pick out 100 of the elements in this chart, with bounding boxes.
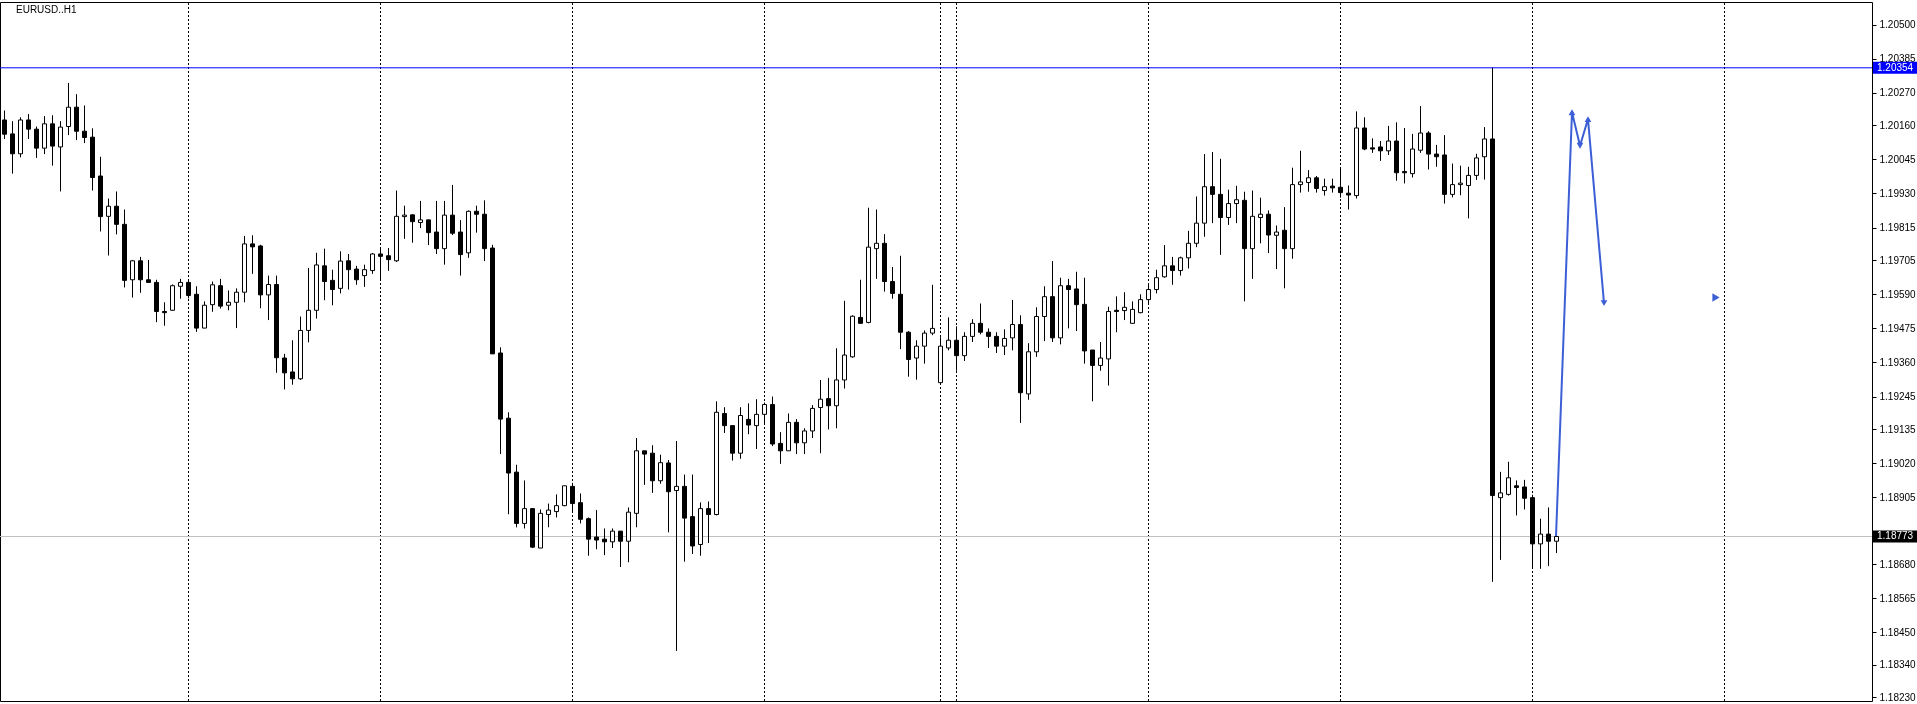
ref-line-label: 1.18773: [1877, 530, 1914, 542]
candlestick: [1546, 506, 1551, 567]
candlestick: [1090, 349, 1095, 402]
candlestick: [1290, 167, 1295, 260]
candlestick: [898, 255, 903, 350]
candlestick: [330, 269, 335, 306]
candlestick: [1034, 306, 1039, 358]
candlestick: [650, 444, 655, 494]
candlestick: [1042, 285, 1047, 342]
y-tick-label: 1.18905: [1879, 491, 1917, 503]
candlestick: [234, 287, 239, 329]
candlestick: [1202, 153, 1207, 238]
candlestick: [162, 301, 167, 327]
y-tick-label: 1.20160: [1879, 119, 1917, 131]
y-tick-label: 1.19475: [1879, 322, 1917, 334]
candlestick: [1234, 185, 1239, 224]
candlestick: [818, 379, 823, 454]
candlestick: [698, 501, 703, 557]
candlestick: [466, 210, 471, 259]
candlestick: [778, 431, 783, 465]
y-tick-label: 1.19020: [1879, 457, 1917, 469]
point: [1600, 300, 1608, 307]
candlestick: [962, 331, 967, 362]
candlestick: [1122, 291, 1127, 321]
candlestick: [506, 411, 511, 515]
candlestick: [314, 252, 319, 320]
point: [1584, 116, 1592, 122]
candlestick: [1250, 190, 1255, 280]
candlestick: [1282, 206, 1287, 289]
candlestick: [1354, 110, 1359, 200]
candlestick: [98, 156, 103, 232]
candlestick: [306, 267, 311, 343]
candlestick: [1082, 277, 1087, 365]
candlestick: [1298, 150, 1303, 194]
candlestick: [1218, 158, 1223, 256]
point: [1712, 293, 1720, 302]
candlestick: [786, 412, 791, 452]
candlestick: [1266, 209, 1271, 254]
y-tick-label: 1.18680: [1879, 558, 1917, 570]
candlestick: [1482, 126, 1487, 181]
candlestick: [434, 200, 439, 255]
candlestick: [1226, 189, 1231, 226]
y-tick-label: 1.18340: [1879, 659, 1917, 671]
y-tick-label: 1.19930: [1879, 188, 1917, 199]
candlestick: [754, 398, 759, 450]
y-tick-label: 1.20500: [1879, 19, 1917, 31]
candlestick: [10, 120, 15, 175]
candlestick: [1498, 471, 1503, 561]
candlestick: [1442, 134, 1447, 205]
candlestick: [914, 339, 919, 381]
candlestick: [1010, 299, 1015, 351]
point: [1576, 142, 1584, 149]
y-tick-label: 1.19590: [1879, 288, 1917, 300]
candlestick: [906, 331, 911, 378]
candlestick: [1394, 121, 1399, 182]
candlestick: [482, 199, 487, 262]
candlestick: [602, 527, 607, 556]
candlestick: [826, 377, 831, 430]
candlestick: [794, 418, 799, 455]
y-tick-label: 1.20270: [1879, 87, 1917, 99]
candlestick: [890, 266, 895, 300]
y-tick-label: 1.19705: [1879, 254, 1917, 266]
chart-title: EURUSD..H1: [16, 4, 77, 15]
candlestick: [1402, 127, 1407, 184]
candlestick: [322, 248, 327, 301]
candlestick: [1114, 295, 1119, 333]
candlestick: [674, 440, 679, 652]
candlestick: [642, 450, 647, 486]
candlestick: [1074, 271, 1079, 332]
candlestick: [626, 506, 631, 563]
candlestick: [554, 493, 559, 519]
candlestick: [874, 209, 879, 280]
candlestick: [722, 406, 727, 434]
point: [1568, 109, 1576, 116]
candlestick: [458, 219, 463, 277]
candlestick: [682, 474, 687, 563]
candlestick: [90, 127, 95, 192]
candlestick: [298, 316, 303, 380]
candlestick: [290, 339, 295, 386]
candlestick: [850, 315, 855, 358]
candlestick: [618, 530, 623, 568]
candlestick: [114, 190, 119, 235]
candlestick: [882, 233, 887, 293]
candlestick: [730, 425, 735, 462]
y-tick-label: 1.18450: [1879, 626, 1917, 638]
candlestick: [986, 327, 991, 349]
candlestick: [442, 200, 447, 266]
candlestick: [834, 347, 839, 429]
y-tick-label: 1.19815: [1879, 222, 1917, 234]
candlestick: [1018, 314, 1023, 424]
y-tick-label: 1.19360: [1879, 356, 1917, 368]
candlestick: [634, 437, 639, 528]
candlestick: [1490, 67, 1495, 583]
candlestick: [706, 501, 711, 544]
y-tick-label: 1.18565: [1879, 592, 1917, 604]
candlestick: [1258, 197, 1263, 244]
y-tick-label: 1.19135: [1879, 423, 1917, 435]
y-tick-label: 1.20045: [1879, 153, 1917, 165]
candlestick: [1554, 535, 1559, 554]
candlestick: [1186, 230, 1191, 269]
